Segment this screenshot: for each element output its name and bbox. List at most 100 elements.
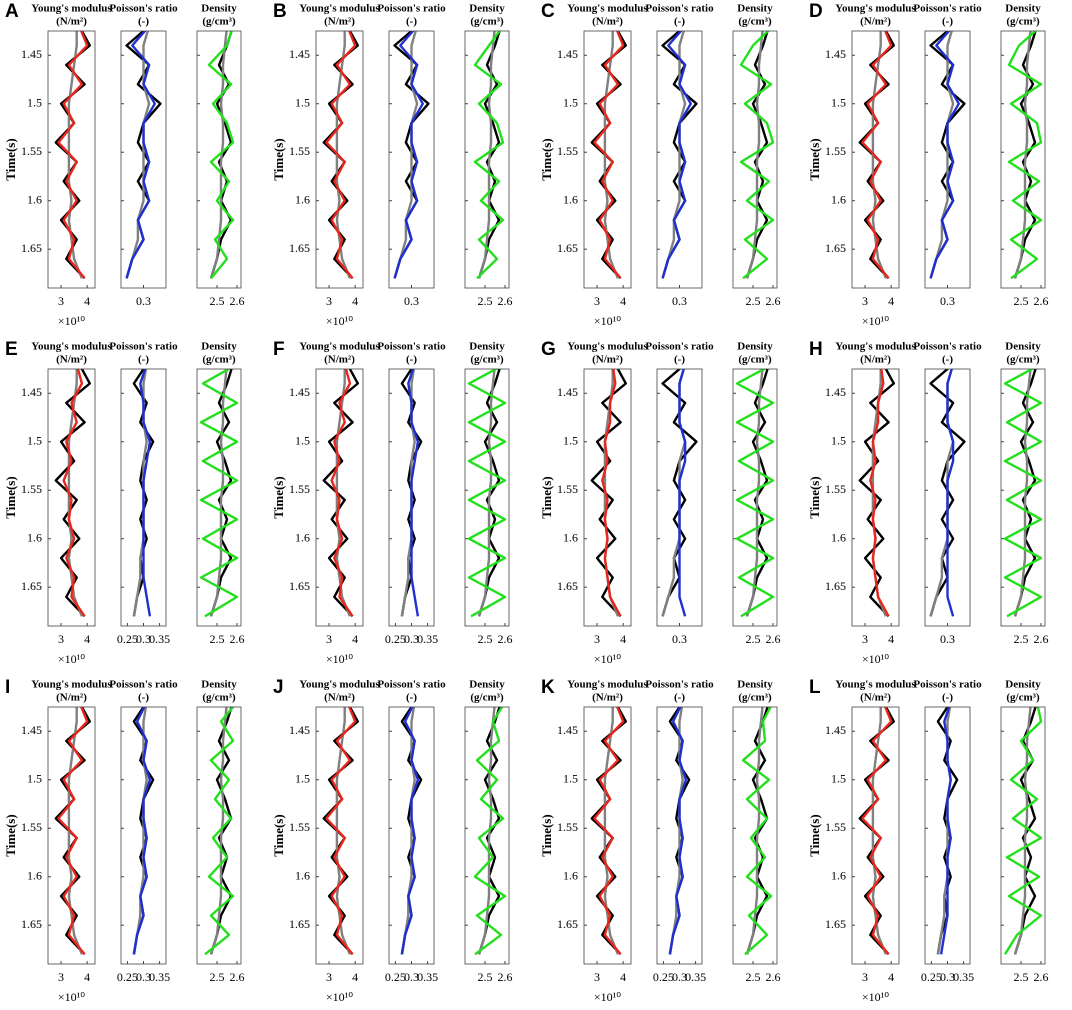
log-curve: [858, 369, 896, 618]
track-unit: (N/m²): [860, 692, 891, 704]
log-curve: [1013, 31, 1037, 279]
x-tick-label: 0.3: [672, 294, 687, 308]
log-curve: [861, 31, 893, 280]
track-frame: [583, 706, 632, 965]
track-frame: [196, 706, 242, 965]
panel-label: D: [809, 1, 823, 22]
log-curve: [739, 31, 775, 280]
panel-label: K: [541, 677, 555, 698]
y-tick-label: 1.6: [831, 192, 846, 206]
x-tick-label: 4: [352, 632, 358, 646]
y-tick-label: 1.5: [27, 771, 42, 785]
x-tick-label: 3: [862, 970, 868, 984]
panel: I Time(s) 1.45 1.5 1.55 1.6 1.65 Young's modulu…: [3, 677, 245, 1004]
track-frame: [464, 368, 510, 627]
y-axis-label: Time(s): [807, 476, 822, 518]
log-curve: [67, 369, 84, 617]
log-curve: [139, 369, 152, 617]
log-curve: [735, 369, 775, 618]
panel: E Time(s) 1.45 1.5 1.55 1.6 1.65 Young's modulu…: [3, 339, 245, 666]
track-title: Poisson's ratio: [645, 341, 714, 353]
log-curve: [393, 31, 419, 279]
log-curve: [330, 369, 354, 617]
y-tick-label: 1.45: [21, 47, 42, 61]
y-tick-label: 1.55: [557, 144, 578, 158]
track-frame: [851, 30, 900, 289]
x-tick-label: 2.5: [478, 970, 493, 984]
panel-label: F: [273, 339, 285, 360]
log-curve: [209, 707, 233, 955]
track-title: Young's modulus: [299, 341, 380, 353]
log-curve: [209, 31, 233, 279]
track-unit: (g/cm³): [202, 692, 236, 704]
x-tick-label: 2.5: [746, 632, 761, 646]
x-tick-label: 2.5: [210, 970, 225, 984]
axis-multiplier: ×10¹⁰: [326, 990, 353, 1004]
track-unit: (N/m²): [592, 354, 623, 366]
track-unit: (N/m²): [324, 16, 355, 28]
log-curve: [939, 707, 952, 955]
y-tick-label: 1.6: [27, 530, 42, 544]
y-tick-label: 1.55: [557, 820, 578, 834]
log-curve: [325, 31, 357, 280]
track-unit: (N/m²): [592, 16, 623, 28]
track-unit: (-): [942, 16, 953, 28]
track-title: Poisson's ratio: [913, 3, 982, 15]
x-tick-label: 0.25: [653, 970, 674, 984]
x-tick-label: 2.6: [498, 632, 513, 646]
y-tick-label: 1.45: [825, 385, 846, 399]
panel-label: I: [5, 677, 10, 698]
y-tick-label: 1.65: [21, 579, 42, 593]
x-tick-label: 2.6: [230, 294, 245, 308]
track-frame: [1000, 30, 1046, 289]
log-curve: [473, 31, 505, 280]
log-curve: [132, 707, 152, 955]
track-title: Young's modulus: [299, 3, 380, 15]
y-tick-label: 1.6: [831, 530, 846, 544]
y-tick-label: 1.5: [295, 433, 310, 447]
track-frame: [315, 706, 364, 965]
log-curve: [661, 31, 693, 279]
panel-label: G: [541, 339, 556, 360]
axis-multiplier: ×10¹⁰: [326, 314, 353, 328]
x-tick-label: 0.35: [149, 632, 170, 646]
x-tick-label: 4: [620, 632, 626, 646]
x-tick-label: 0.3: [136, 632, 151, 646]
track-unit: (-): [138, 16, 149, 28]
x-tick-label: 3: [326, 970, 332, 984]
track-unit: (N/m²): [56, 16, 87, 28]
log-curve: [1013, 369, 1037, 617]
track-title: Poisson's ratio: [109, 341, 178, 353]
x-tick-label: 2.6: [766, 632, 781, 646]
x-tick-label: 4: [620, 294, 626, 308]
track-unit: (-): [406, 692, 417, 704]
y-tick-label: 1.6: [831, 868, 846, 882]
x-tick-label: 3: [58, 970, 64, 984]
x-tick-label: 2.6: [498, 970, 513, 984]
x-tick-label: 4: [84, 294, 90, 308]
track-title: Poisson's ratio: [377, 341, 446, 353]
panel-label: J: [273, 677, 284, 698]
log-curve: [54, 369, 92, 618]
x-tick-label: 0.3: [404, 294, 419, 308]
y-axis-label: Time(s): [807, 138, 822, 180]
x-tick-label: 0.3: [672, 970, 687, 984]
log-curve: [661, 31, 687, 279]
log-curve: [199, 369, 239, 618]
log-curve: [861, 707, 893, 956]
y-tick-label: 1.45: [21, 385, 42, 399]
track-unit: (g/cm³): [738, 692, 772, 704]
track-unit: (g/cm³): [738, 16, 772, 28]
y-tick-label: 1.45: [289, 385, 310, 399]
log-curve: [477, 369, 496, 617]
x-tick-label: 4: [888, 632, 894, 646]
log-curve: [668, 707, 688, 955]
x-tick-label: 2.5: [210, 632, 225, 646]
track-title: Young's modulus: [567, 341, 648, 353]
x-tick-label: 2.6: [766, 970, 781, 984]
y-tick-label: 1.45: [557, 385, 578, 399]
x-tick-label: 0.35: [417, 632, 438, 646]
track-title: Young's modulus: [31, 341, 112, 353]
track-unit: (g/cm³): [738, 354, 772, 366]
y-tick-label: 1.55: [21, 820, 42, 834]
